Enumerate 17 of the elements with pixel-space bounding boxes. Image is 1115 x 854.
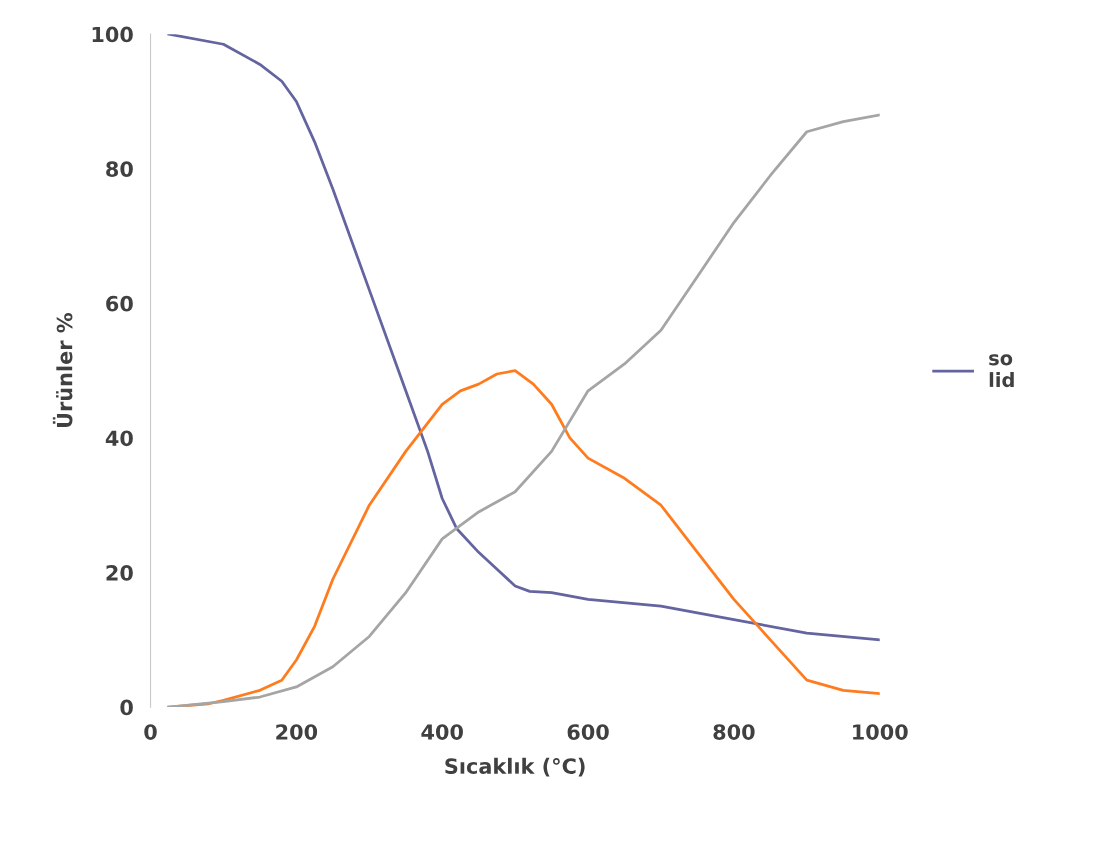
y-tick-label: 0: [120, 699, 133, 716]
x-tick-label: 0: [144, 724, 157, 740]
x-tick-label: 1000: [853, 724, 908, 740]
line-series: [167, 34, 880, 642]
y-tick-label: 80: [106, 161, 133, 177]
x-tick-label: 600: [567, 724, 609, 740]
y-tick-label: 100: [92, 26, 133, 43]
x-tick-label: 800: [713, 724, 755, 740]
y-tick-label: 40: [105, 430, 133, 447]
y-tick-label: 60: [106, 295, 133, 312]
x-tick-label: 200: [276, 724, 318, 740]
legend-label: so lid: [989, 354, 1014, 388]
y-axis-title: Ürünler %: [52, 313, 73, 427]
x-axis-title: Sıcaklık (°C): [445, 757, 585, 777]
x-tick-label: 400: [421, 724, 463, 740]
y-tick-label: 20: [106, 564, 133, 581]
line-series: [167, 113, 880, 708]
